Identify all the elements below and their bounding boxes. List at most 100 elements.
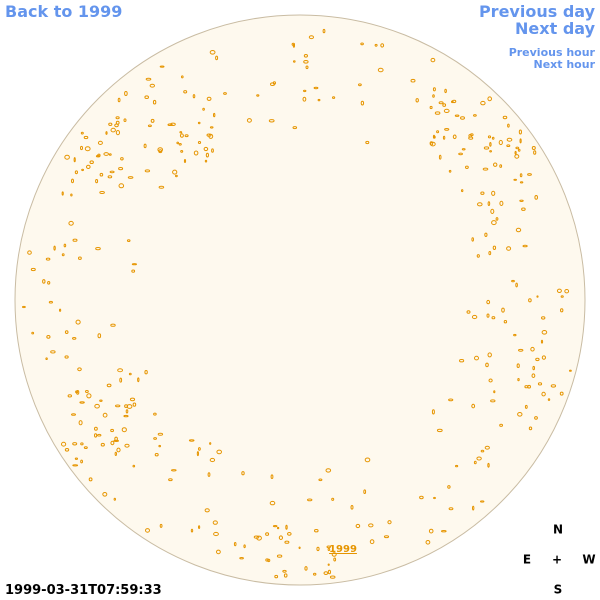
contour <box>528 298 532 303</box>
contour <box>491 190 496 196</box>
contour <box>515 146 520 150</box>
contour <box>489 150 493 153</box>
compass-east: E <box>523 553 531 567</box>
contour <box>521 207 526 211</box>
contour <box>94 426 98 431</box>
contour <box>97 333 102 339</box>
contour <box>206 96 212 101</box>
contour <box>313 86 319 90</box>
contour <box>209 50 216 55</box>
contour <box>99 399 103 402</box>
next-hour-link[interactable]: Next hour <box>534 58 596 71</box>
contour <box>167 123 173 126</box>
contour <box>145 528 150 533</box>
contour <box>171 469 177 472</box>
next-day-link[interactable]: Next day <box>515 19 596 38</box>
contour <box>559 391 564 396</box>
contour <box>471 237 475 242</box>
contour <box>278 535 283 541</box>
contour <box>308 35 314 40</box>
contour <box>50 350 56 354</box>
contour <box>72 464 79 467</box>
contour <box>77 367 82 372</box>
contour <box>158 444 161 448</box>
contour <box>468 136 474 140</box>
contour <box>147 124 152 128</box>
contour <box>488 251 492 256</box>
contour <box>75 319 81 325</box>
contour <box>499 423 504 427</box>
contour <box>466 310 471 314</box>
contour <box>484 445 490 450</box>
contour <box>78 420 83 426</box>
contour <box>208 133 214 139</box>
contour <box>517 412 523 417</box>
contour <box>360 100 365 106</box>
contour <box>524 404 528 409</box>
contour <box>153 437 158 440</box>
contour <box>117 97 121 103</box>
contour <box>477 202 483 207</box>
contour <box>474 355 479 361</box>
contour <box>473 460 477 465</box>
contour <box>282 569 287 573</box>
contour <box>487 201 491 207</box>
contour <box>115 116 120 120</box>
contour <box>305 65 309 70</box>
contour <box>415 98 419 103</box>
contour <box>441 530 447 533</box>
image-label[interactable]: 1999 <box>329 544 357 555</box>
contour <box>86 164 91 169</box>
contour <box>110 323 116 327</box>
contour <box>514 154 520 159</box>
contour <box>121 427 127 433</box>
contour <box>78 256 82 260</box>
contour <box>168 478 173 482</box>
previous-day-link[interactable]: Previous day <box>479 2 596 21</box>
contour <box>535 357 540 362</box>
contour <box>73 157 76 163</box>
contour <box>94 403 100 409</box>
contour <box>501 307 505 313</box>
contour <box>267 558 271 563</box>
contour <box>436 130 440 134</box>
contour <box>480 191 485 195</box>
contour <box>132 402 137 407</box>
contour <box>125 409 129 414</box>
contour <box>486 299 491 305</box>
contour <box>129 397 136 402</box>
contour <box>327 563 330 566</box>
previous-hour-link[interactable]: Previous hour <box>509 46 596 59</box>
back-year-link[interactable]: Back to 1999 <box>5 2 122 21</box>
contour <box>207 472 211 477</box>
contour <box>64 355 69 359</box>
contour <box>159 523 163 528</box>
contour <box>480 100 486 106</box>
contour <box>246 118 252 123</box>
contour <box>369 539 375 545</box>
contour <box>448 507 454 511</box>
contour <box>547 398 551 401</box>
contour <box>124 404 129 409</box>
contour <box>327 548 331 551</box>
contour <box>115 130 121 136</box>
contour <box>241 471 245 476</box>
contour <box>430 57 436 63</box>
contour <box>123 118 127 122</box>
contour <box>180 150 184 153</box>
contour <box>265 532 270 536</box>
contour <box>307 498 313 502</box>
contour <box>564 289 570 294</box>
contour <box>150 118 155 123</box>
contour <box>209 457 216 463</box>
contour <box>27 250 32 255</box>
contour <box>461 189 464 193</box>
contour <box>270 82 275 86</box>
contour <box>124 91 128 96</box>
contour <box>213 531 219 537</box>
contour <box>517 148 521 152</box>
contour <box>291 42 295 46</box>
contour <box>569 369 572 372</box>
contour <box>204 159 208 163</box>
